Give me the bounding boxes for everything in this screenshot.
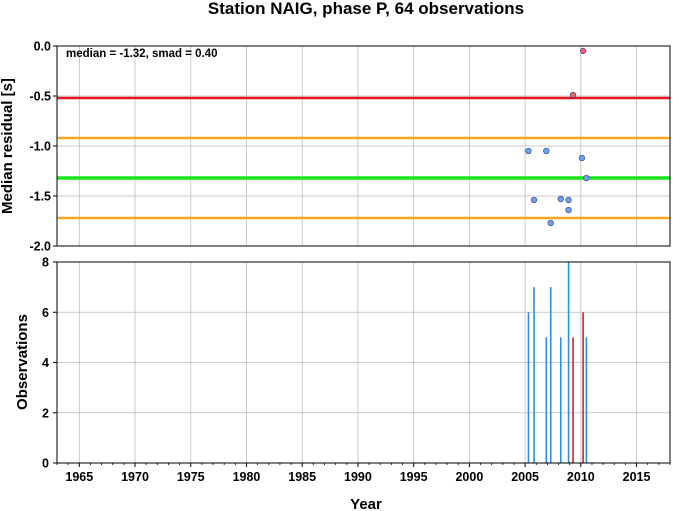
x-tick-label: 1970 [121, 470, 149, 484]
x-axis-label: Year [350, 496, 382, 511]
data-point [583, 174, 590, 182]
y-tick-label: -2.0 [29, 240, 51, 254]
residual-points [525, 47, 590, 227]
x-tick-label: 1980 [233, 470, 261, 484]
x-tick-label: 2005 [511, 470, 539, 484]
year-x-ticks: 1965 1970 1975 1980 1985 1990 1995 2000 2005 2010… [56, 463, 671, 484]
x-tick-label: 2015 [623, 470, 651, 484]
residual-y-ticks: -2.0 -1.5 -1.0 -0.5 0.0 [29, 40, 57, 254]
data-point [525, 147, 532, 155]
x-tick-label: 1975 [177, 470, 205, 484]
y-tick-label: -1.0 [29, 140, 51, 154]
y-tick-label: 4 [42, 356, 49, 370]
observation-bars [527, 262, 588, 463]
residual-panel: -2.0 -1.5 -1.0 -0.5 0.0 median = -1.32, smad… [0, 40, 671, 254]
chart-title: Station NAIG, phase P, 64 observations [208, 0, 524, 18]
data-point [578, 154, 586, 162]
stats-annotation: median = -1.32, smad = 0.40 [66, 48, 218, 60]
data-point [547, 219, 554, 227]
observations-y-ticks: 0 2 4 6 8 [42, 256, 57, 471]
y-tick-label: 0 [42, 457, 49, 471]
y-tick-label: 8 [42, 256, 49, 270]
x-tick-label: 2000 [455, 470, 483, 484]
data-point [543, 147, 550, 155]
x-tick-label: 1990 [344, 470, 372, 484]
y-tick-label: -1.5 [29, 190, 51, 204]
data-point [530, 196, 538, 204]
x-tick-label: 1965 [65, 470, 93, 484]
data-point [569, 91, 577, 99]
y-tick-label: 0.0 [34, 40, 51, 54]
y-tick-label: 2 [42, 406, 49, 420]
residual-y-axis-label: Median residual [s] [0, 78, 16, 214]
y-tick-label: -0.5 [29, 90, 51, 104]
data-point [557, 195, 564, 203]
residual-grid [57, 45, 670, 247]
data-point [579, 47, 587, 55]
x-tick-label: 1995 [400, 470, 428, 484]
x-tick-label: 2010 [567, 470, 595, 484]
y-tick-label: 6 [42, 306, 49, 320]
x-tick-label: 1985 [288, 470, 316, 484]
observations-grid [57, 261, 670, 464]
data-point [565, 206, 572, 214]
observations-y-axis-label: Observations [14, 314, 31, 410]
observations-panel: 0 2 4 6 8 1965 1970 1975 1980 1985 1990 1995 2000 20… [14, 256, 671, 511]
data-point [565, 196, 572, 204]
residual-reference-lines [57, 96, 670, 220]
